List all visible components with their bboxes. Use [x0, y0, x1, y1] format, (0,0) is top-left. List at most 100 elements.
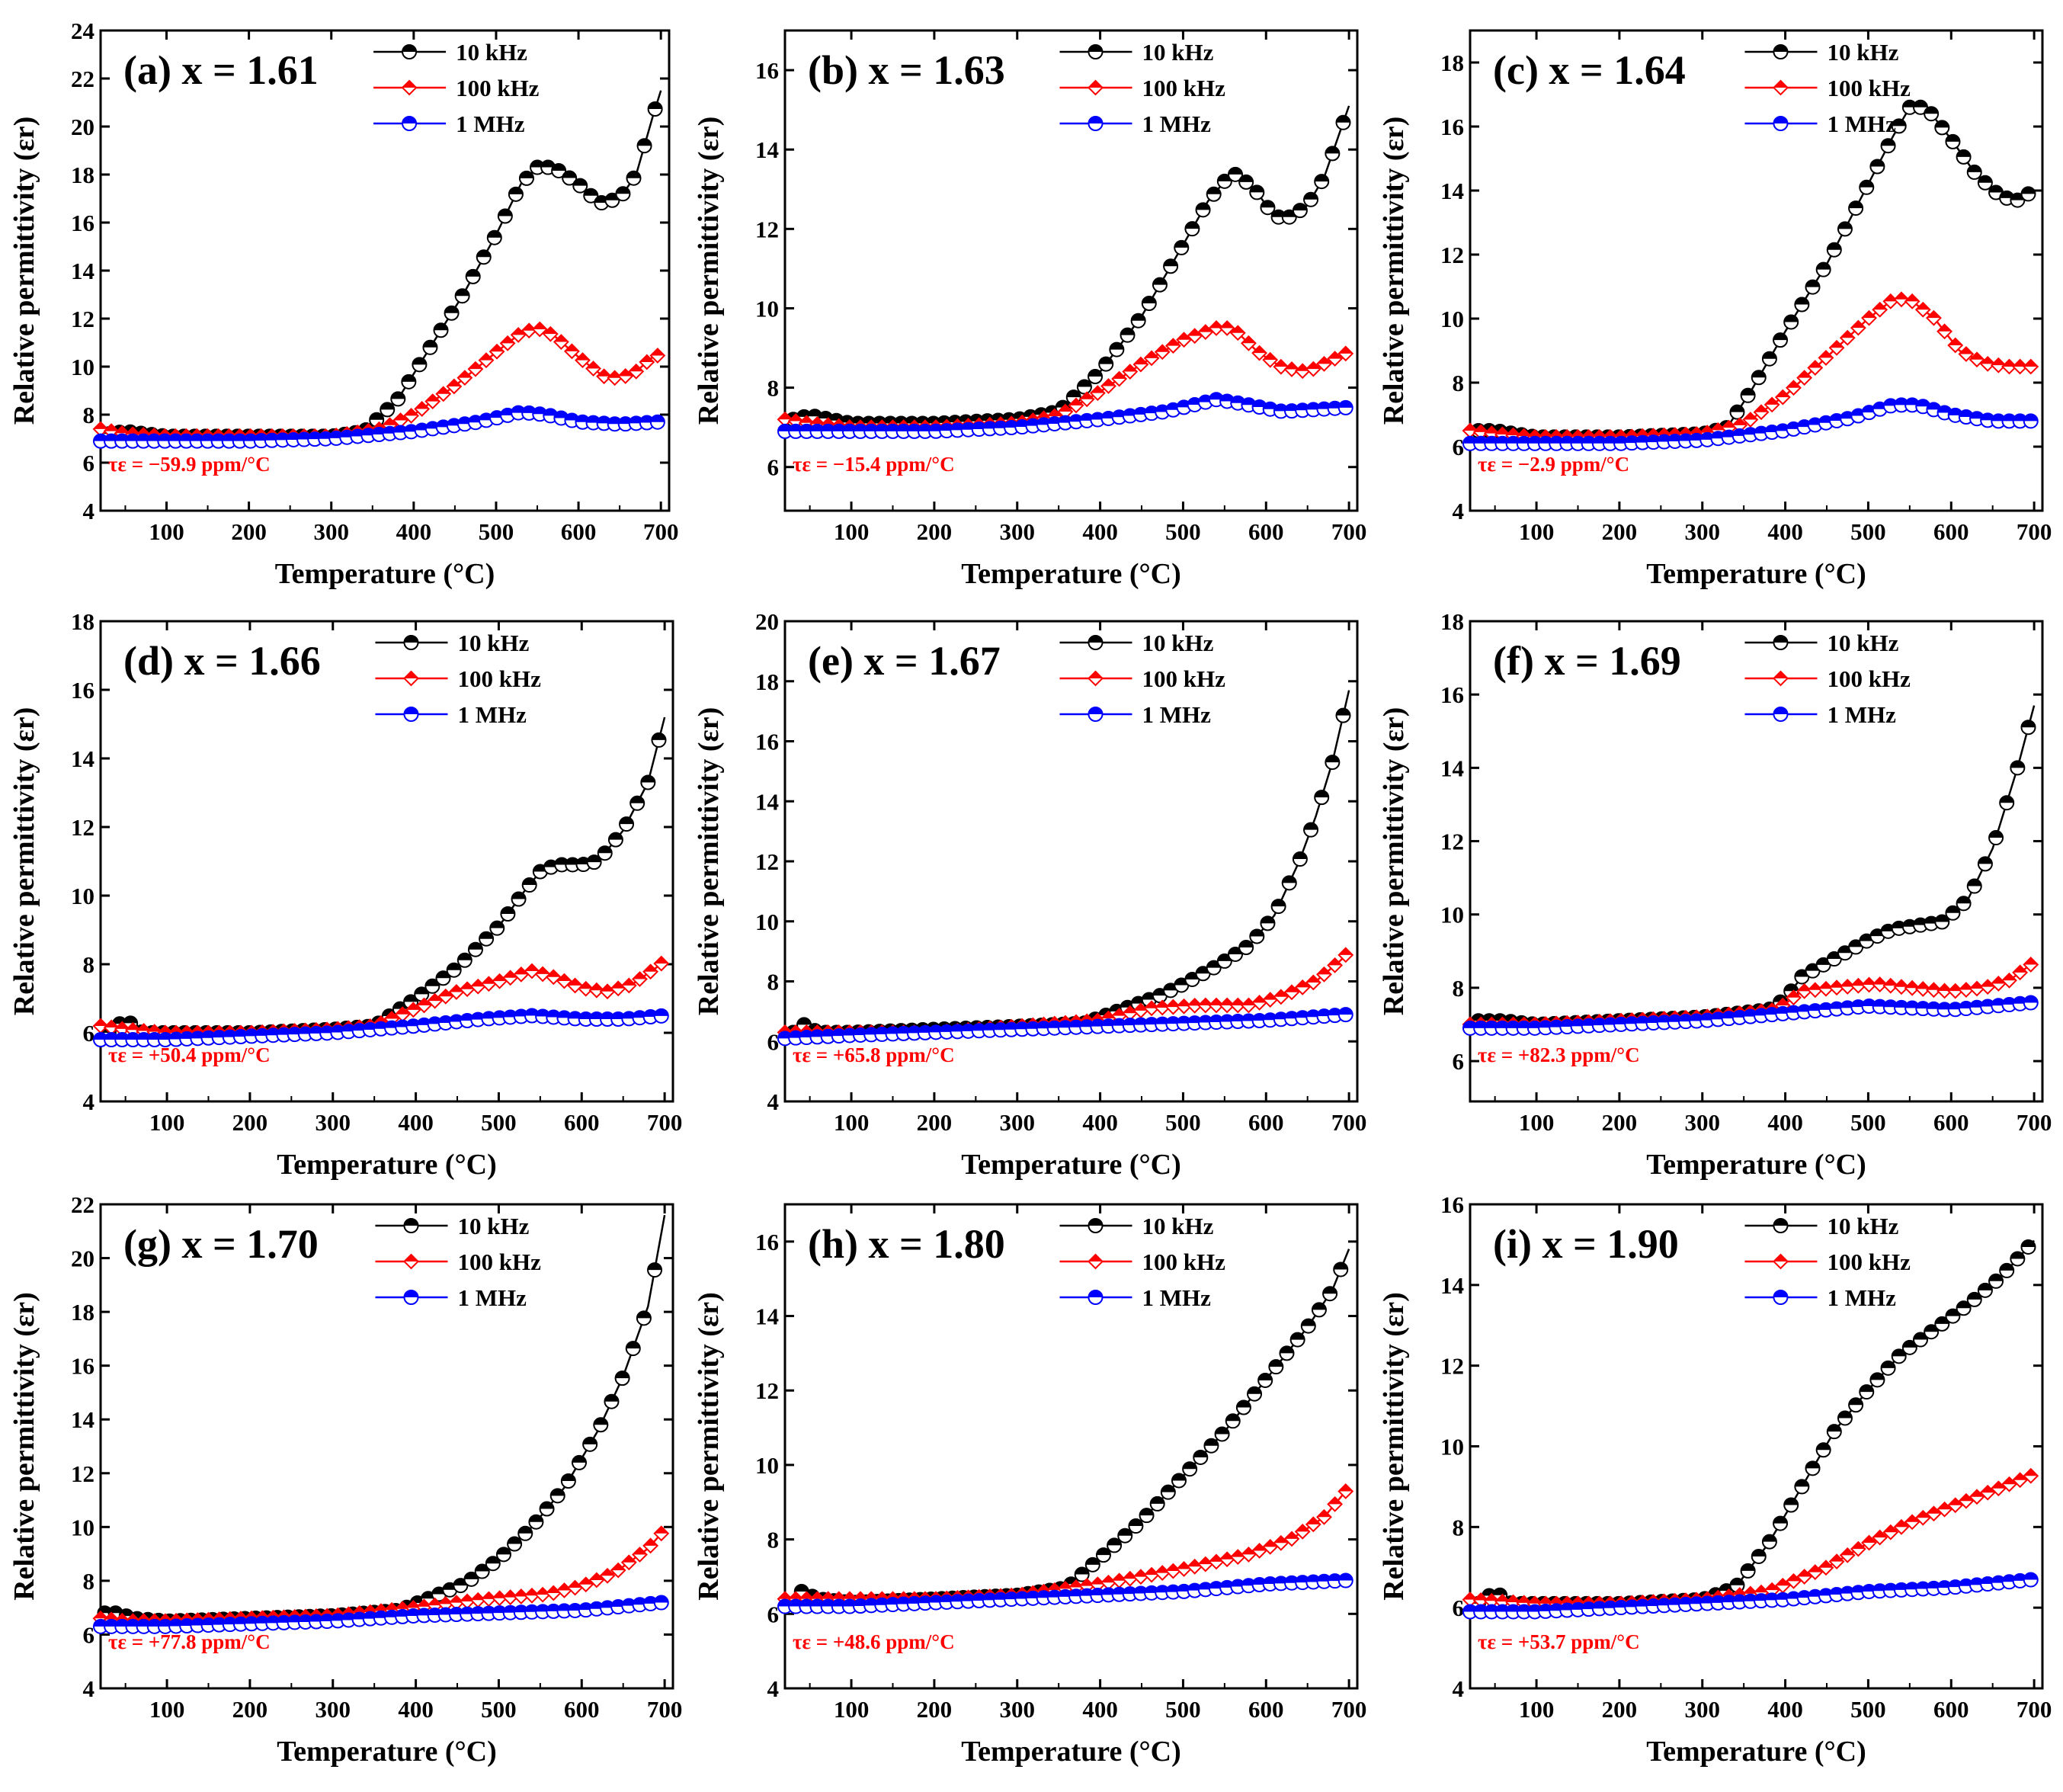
legend-marker-fill — [1088, 81, 1103, 88]
data-marker-fill — [136, 1024, 151, 1031]
y-tick-label: 18 — [71, 1299, 95, 1326]
data-marker-fill — [1795, 297, 1809, 305]
data-marker-fill — [565, 413, 579, 421]
data-marker-fill — [1927, 402, 1941, 410]
data-marker-fill — [1765, 397, 1779, 405]
data-marker-fill — [1285, 985, 1299, 992]
panel-title: (e) x = 1.67 — [808, 638, 1001, 684]
x-tick-label: 200 — [1602, 1109, 1638, 1136]
legend-marker-fill — [402, 45, 417, 52]
data-marker-fill — [1325, 146, 1340, 154]
data-marker-fill — [191, 1026, 205, 1033]
data-marker-fill — [1946, 906, 1960, 913]
data-marker-fill — [1571, 430, 1585, 438]
x-tick-label: 200 — [231, 518, 267, 545]
data-marker-fill — [568, 1581, 582, 1588]
data-marker-fill — [385, 1011, 399, 1019]
data-marker-fill — [1776, 999, 1790, 1006]
x-tick-label: 100 — [834, 1696, 870, 1723]
data-marker-fill — [622, 978, 636, 986]
data-marker-fill — [1323, 1287, 1337, 1294]
data-marker-fill — [1155, 345, 1170, 352]
data-marker-fill — [1263, 402, 1277, 409]
data-marker-fill — [1263, 1540, 1277, 1547]
y-tick-label: 4 — [83, 1675, 95, 1702]
data-marker-fill — [1927, 983, 1941, 990]
data-marker-fill — [1937, 406, 1952, 413]
legend-label: 1 MHz — [1142, 1284, 1211, 1311]
series-line-0 — [1478, 1239, 2036, 1605]
data-marker-fill — [396, 1601, 410, 1609]
data-marker-fill — [589, 1573, 604, 1581]
data-marker-fill — [1549, 430, 1564, 438]
legend-label: 1 MHz — [1827, 701, 1896, 728]
data-marker-fill — [1916, 303, 1930, 310]
data-marker-fill — [562, 171, 577, 178]
x-tick-label: 500 — [481, 1109, 517, 1136]
legend-label: 100 kHz — [1142, 665, 1225, 692]
data-marker-fill — [1187, 329, 1202, 336]
data-marker-fill — [1263, 353, 1277, 361]
legend-label: 1 MHz — [457, 701, 527, 728]
panel-title: (i) x = 1.90 — [1493, 1221, 1679, 1267]
y-tick-label: 10 — [1440, 1434, 1464, 1460]
data-marker-fill — [1336, 115, 1350, 123]
legend-label: 10 kHz — [1142, 1213, 1213, 1239]
data-marker-fill — [654, 1526, 668, 1534]
panel-title: (b) x = 1.63 — [808, 47, 1005, 93]
data-marker-fill — [601, 984, 615, 992]
data-marker-fill — [1293, 852, 1307, 860]
data-marker-fill — [1862, 1535, 1876, 1543]
data-marker-fill — [552, 163, 566, 171]
data-marker-fill — [372, 422, 386, 430]
data-marker-fill — [1849, 201, 1863, 209]
data-marker-fill — [1463, 424, 1477, 431]
data-marker-fill — [508, 187, 523, 194]
data-marker-fill — [1241, 398, 1256, 406]
data-marker-fill — [637, 139, 652, 146]
series-line-0 — [108, 90, 662, 438]
data-marker-fill — [147, 1024, 162, 1032]
data-marker-fill — [115, 1021, 130, 1029]
legend-marker-fill — [404, 672, 418, 678]
data-marker-fill — [1296, 1524, 1310, 1532]
data-marker-fill — [1209, 393, 1223, 400]
legend-label: 100 kHz — [456, 75, 540, 101]
data-marker-fill — [1851, 321, 1866, 329]
data-marker-fill — [1142, 297, 1156, 304]
data-marker-fill — [1927, 1002, 1941, 1009]
data-marker-fill — [573, 178, 588, 186]
data-marker-fill — [94, 1611, 107, 1619]
data-marker-fill — [455, 289, 469, 297]
data-marker-fill — [2013, 360, 2027, 367]
data-marker-fill — [1970, 412, 1985, 419]
x-tick-label: 300 — [1685, 1696, 1721, 1723]
x-tick-label: 300 — [1000, 518, 1036, 545]
data-marker-fill — [1916, 1511, 1930, 1518]
y-tick-label: 14 — [1440, 1272, 1464, 1299]
data-marker-fill — [2010, 1252, 2025, 1259]
data-marker-fill — [468, 942, 482, 950]
y-axis-label: Relative permittivity (εr) — [1378, 1292, 1410, 1601]
data-marker-fill — [147, 428, 162, 436]
x-tick-label: 200 — [917, 518, 953, 545]
x-tick-label: 300 — [313, 518, 349, 545]
data-marker-fill — [1248, 1386, 1262, 1394]
data-marker-fill — [2002, 360, 2017, 367]
data-marker-fill — [1948, 1498, 1962, 1505]
panel-d: 100 200 300 400 500 600 700 4 6 8 10 12 14 16 18 Temper… — [8, 608, 682, 1181]
data-marker-fill — [1325, 755, 1340, 763]
data-marker-fill — [536, 967, 550, 974]
data-marker-fill — [1894, 292, 1908, 300]
data-marker-fill — [1166, 338, 1180, 346]
data-marker-fill — [1751, 370, 1766, 378]
y-tick-label: 12 — [71, 306, 95, 332]
data-marker-fill — [648, 1263, 662, 1271]
data-marker-fill — [1174, 240, 1189, 248]
data-marker-fill — [1193, 1450, 1208, 1457]
data-marker-fill — [1784, 984, 1799, 992]
data-marker-fill — [1872, 977, 1887, 985]
data-marker-fill — [608, 832, 623, 840]
data-marker-fill — [789, 414, 803, 422]
data-marker-fill — [597, 846, 612, 854]
